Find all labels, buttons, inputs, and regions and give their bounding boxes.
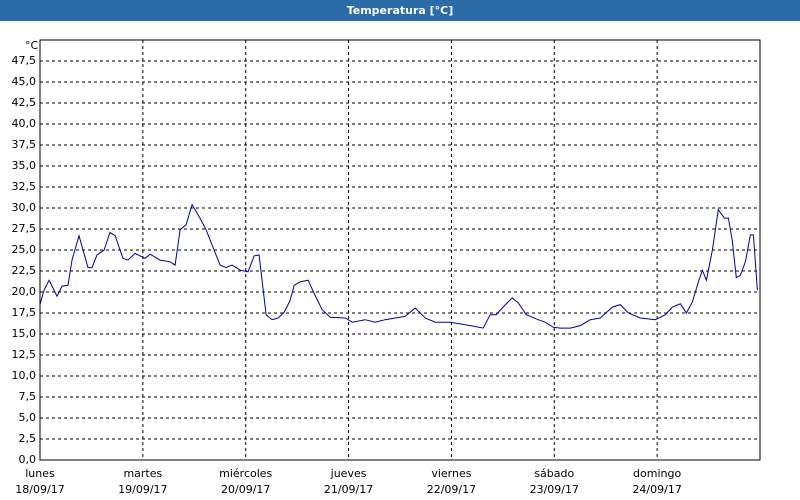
y-tick-label: 27,5 xyxy=(12,222,37,235)
x-tick-label: 22/09/17 xyxy=(427,483,476,496)
y-tick-label: 30,0 xyxy=(12,201,37,214)
y-tick-label: 15,0 xyxy=(12,327,37,340)
x-tick-label: sábado xyxy=(534,467,574,480)
x-tick-label: viernes xyxy=(431,467,471,480)
x-tick-label: 23/09/17 xyxy=(530,483,579,496)
x-tick-label: lunes xyxy=(25,467,55,480)
y-tick-label: 0,0 xyxy=(19,453,37,466)
y-tick-label: 37,5 xyxy=(12,138,37,151)
x-tick-label: 19/09/17 xyxy=(118,483,167,496)
y-tick-label: 42,5 xyxy=(12,96,37,109)
y-tick-label: 10,0 xyxy=(12,369,37,382)
x-tick-label: 20/09/17 xyxy=(221,483,270,496)
y-tick-label: 40,0 xyxy=(12,117,37,130)
x-tick-label: 21/09/17 xyxy=(324,483,373,496)
x-tick-label: jueves xyxy=(330,467,367,480)
y-tick-label: 25,0 xyxy=(12,243,37,256)
y-tick-label: 17,5 xyxy=(12,306,37,319)
y-tick-label: 45,0 xyxy=(12,75,37,88)
x-tick-label: miércoles xyxy=(219,467,272,480)
y-tick-label: 20,0 xyxy=(12,285,37,298)
y-tick-label: 12,5 xyxy=(12,348,37,361)
y-tick-label: 32,5 xyxy=(12,180,37,193)
plot-frame xyxy=(39,39,761,461)
line-series xyxy=(39,203,758,329)
x-tick-label: domingo xyxy=(633,467,681,480)
x-tick-label: martes xyxy=(123,467,162,480)
x-tick-label: 24/09/17 xyxy=(632,483,681,496)
y-tick-label: 35,0 xyxy=(12,159,37,172)
y-axis-label: °C xyxy=(25,39,39,52)
title-bar: Temperatura [°C] xyxy=(0,0,800,21)
y-tick-label: 2,5 xyxy=(19,432,37,445)
y-tick-label: 7,5 xyxy=(19,390,37,403)
y-tick-label: 5,0 xyxy=(19,411,37,424)
y-tick-label: 47,5 xyxy=(12,54,37,67)
y-tick-label: 22,5 xyxy=(12,264,37,277)
x-tick-label: 18/09/17 xyxy=(15,483,64,496)
